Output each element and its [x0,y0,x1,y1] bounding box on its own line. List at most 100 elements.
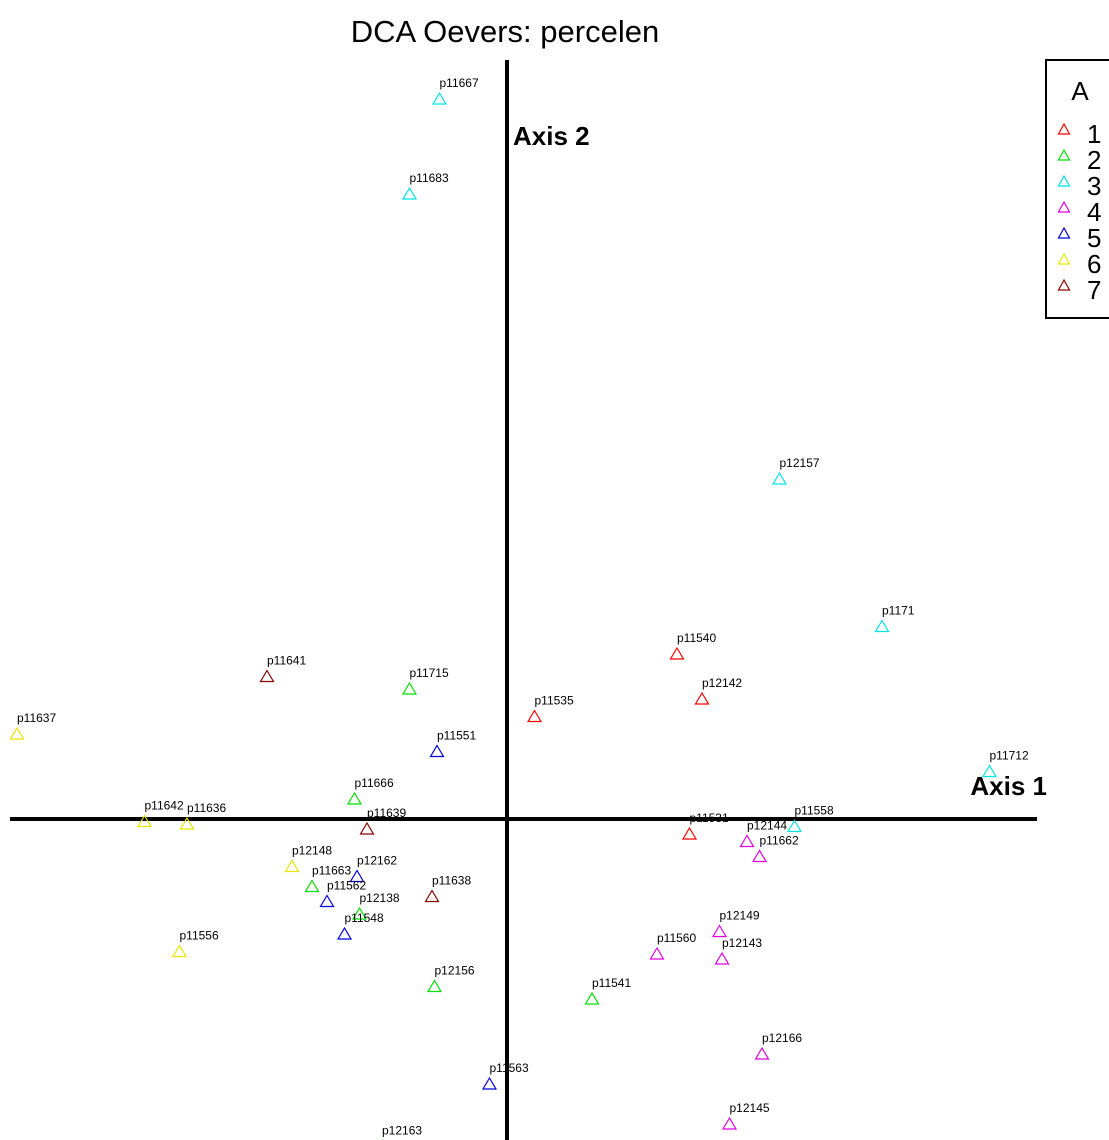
point-marker [584,991,600,1005]
point-marker [721,1116,738,1130]
legend-label: 6 [1087,249,1101,279]
point-marker [981,764,998,778]
legend-label: 3 [1087,171,1101,201]
data-point: p11683 [401,171,449,200]
data-point: p1171 [874,604,915,633]
point-marker [401,681,418,695]
data-point: p11551 [429,729,476,758]
data-point: p12138 [351,891,400,920]
legend-entry: 6 [1057,249,1101,279]
data-point: p12166 [754,1031,802,1060]
point-marker [694,691,710,705]
point-label: p12149 [720,909,760,923]
point-label: p11540 [677,631,716,645]
point-marker [754,1046,770,1060]
data-point: p11541 [584,976,631,1005]
data-point: p12144 [739,819,787,848]
data-point: p12163 [381,1124,422,1140]
data-point: p11666 [346,776,394,805]
data-point: p11556 [171,929,219,958]
data-point: p11563 [481,1061,529,1090]
point-label: p11556 [180,929,219,943]
point-marker [401,186,418,200]
data-points: p11667 p11683 p12157 p1171 p11712 p11558 p1154… [9,76,1029,1140]
data-point: p11639 [359,806,406,835]
legend-marker [1057,226,1071,239]
data-point: p12162 [349,854,397,883]
point-marker [714,951,730,965]
point-marker [681,826,698,840]
legend-marker [1057,122,1071,135]
point-label: p11551 [437,729,476,743]
data-point: p11637 [9,711,56,740]
data-point: p12145 [721,1101,770,1130]
point-marker [669,646,685,660]
data-point: p11558 [786,804,834,833]
legend-marker [1057,174,1071,187]
point-label: p11641 [267,654,306,668]
data-point: p11560 [649,931,696,960]
point-marker [171,944,188,958]
point-label: p11663 [312,864,351,878]
data-point: p11663 [304,864,351,893]
data-point: p12157 [771,456,820,485]
point-label: p12143 [722,936,762,950]
legend-label: 1 [1087,119,1101,149]
point-label: p11560 [657,931,696,945]
legend-entry: 2 [1057,145,1101,175]
point-marker [739,834,755,848]
data-point: p12142 [694,676,742,705]
data-point: p11667 [431,76,479,105]
point-label: p12138 [360,891,400,905]
point-label: p11667 [440,76,479,90]
point-marker [336,926,353,940]
point-label: p11636 [187,801,226,815]
y-axis-label: Axis 2 [513,121,590,151]
legend-marker [1057,252,1071,265]
point-marker [319,894,335,908]
point-label: p12142 [702,676,742,690]
data-point: p11531 [681,811,729,840]
point-marker [481,1076,498,1090]
x-axis-label: Axis 1 [970,771,1047,801]
legend-marker [1057,278,1071,291]
data-point: p11712 [981,749,1029,778]
point-label: p12144 [747,819,787,833]
legend-marker [1057,200,1071,213]
point-marker [284,859,300,873]
point-label: p11662 [760,834,799,848]
point-label: p11535 [535,694,574,708]
data-point: p11540 [669,631,716,660]
legend-marker [1057,148,1071,161]
data-point: p12149 [711,909,760,938]
point-label: p11548 [345,911,384,925]
data-point: p11662 [751,834,799,863]
point-label: p11638 [432,874,471,888]
point-marker [786,819,803,833]
data-point: p12148 [284,844,332,873]
legend-label: 7 [1087,275,1101,305]
point-marker [526,709,543,723]
point-marker [304,879,320,893]
point-label: p11639 [367,806,406,820]
point-label: p11683 [410,171,449,185]
point-label: p11666 [355,776,394,790]
legend-label: 2 [1087,145,1101,175]
data-point: p11638 [424,874,471,903]
point-marker [426,979,443,993]
point-marker [429,744,445,758]
point-marker [711,924,728,938]
data-point: p12143 [714,936,762,965]
point-marker [431,91,448,105]
data-point: p11636 [179,801,226,830]
point-marker [359,821,375,835]
point-marker [771,471,788,485]
point-marker [179,816,195,830]
point-label: p11558 [795,804,834,818]
chart-title: DCA Oevers: percelen [351,14,659,49]
data-point: p11715 [401,666,449,695]
legend-entry: 1 [1057,119,1101,149]
point-label: p1171 [882,604,915,618]
point-label: p12163 [382,1124,422,1138]
